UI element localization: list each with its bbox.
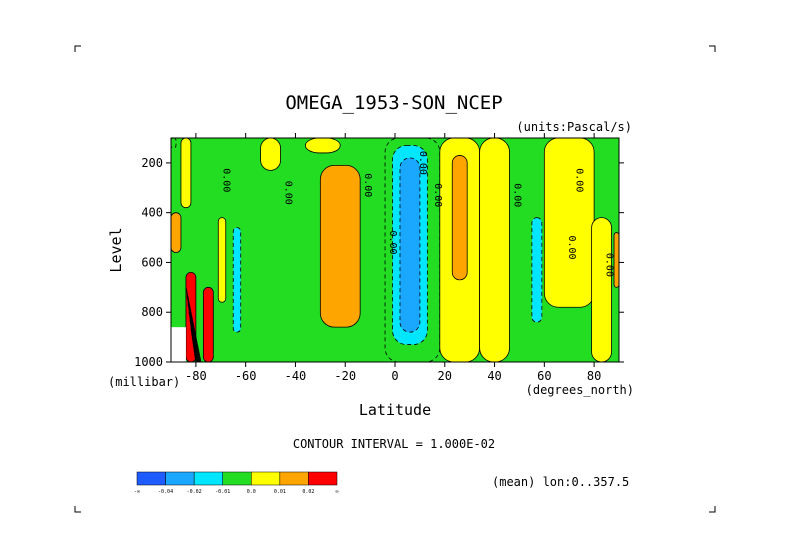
plot-area: 0.00 0.00 0.00 0.00 0.00 0.00 0.00 0.00 0.00 0.00	[171, 138, 619, 362]
colorbar-label: 0.0	[247, 489, 256, 495]
contour-band-negative	[171, 138, 177, 149]
contour-band-positive	[591, 217, 612, 362]
y-tick-label: 1000	[134, 355, 163, 369]
y-units-label: (millibar)	[108, 375, 180, 389]
y-tick-label: 800	[141, 305, 163, 319]
mean-longitude-note: (mean) lon:0..357.5	[492, 475, 629, 489]
contour-band-positive	[171, 212, 182, 253]
contour-line	[185, 287, 202, 362]
contour-value-label: 0.00	[432, 183, 443, 207]
contour-band-negative	[531, 217, 543, 323]
contour-value-label: 0.00	[282, 181, 293, 205]
contour-interval-note: CONTOUR INTERVAL = 1.000E-02	[293, 437, 495, 451]
contour-line	[190, 327, 197, 362]
chart-title: OMEGA_1953-SON_NCEP	[285, 92, 502, 114]
contour-value-label: 0.00	[417, 151, 428, 175]
contour-band-positive	[543, 138, 595, 308]
contour-band-negative	[232, 227, 242, 333]
topography-mask	[171, 327, 186, 362]
contour-labels: 0.00 0.00 0.00 0.00 0.00 0.00 0.00 0.00 0.00 0.00	[220, 151, 614, 277]
x-tick-label: 60	[537, 369, 551, 383]
units-label: (units:Pascal/s)	[516, 120, 632, 134]
contour-value-label: 0.00	[574, 168, 585, 192]
contour-value-label: 0.00	[220, 168, 231, 192]
contour-band-positive	[305, 138, 341, 154]
colorbar-swatch	[193, 471, 223, 486]
colorbar: -∞ -0.04 -0.02 -0.01 0.0 0.01 0.02 ∞	[134, 471, 339, 495]
contour-line	[189, 319, 198, 362]
colorbar-label: ∞	[335, 489, 338, 495]
x-tick-label: 80	[587, 369, 601, 383]
contour-band-positive	[451, 155, 468, 281]
contour-band-positive	[479, 138, 510, 362]
y-axis-ticks: 200 400 600 800 1000	[134, 156, 624, 369]
colorbar-swatch	[165, 471, 195, 486]
colorbar-swatch	[222, 471, 252, 486]
contour-band-positive	[202, 286, 214, 362]
contour-value-label: 0.00	[362, 173, 373, 197]
x-tick-label: -40	[285, 369, 307, 383]
colorbar-swatch	[251, 471, 281, 486]
x-tick-label: 20	[438, 369, 452, 383]
colorbar-swatch	[308, 471, 338, 486]
contour-value-label: 0.00	[387, 230, 398, 254]
contour-band-positive	[180, 138, 192, 209]
contour-line	[186, 295, 201, 362]
contour-band-positive	[217, 217, 227, 303]
contour-band-negative	[399, 157, 421, 333]
x-tick-label: -80	[185, 369, 207, 383]
x-tick-label: 40	[487, 369, 501, 383]
contour-value-label: 0.00	[604, 253, 615, 277]
x-tick-label: 0	[391, 369, 398, 383]
x-units-label: (degrees_north)	[526, 383, 634, 397]
colorbar-label: -∞	[134, 489, 140, 495]
crop-marks	[74, 45, 716, 513]
contour-line	[187, 303, 200, 362]
colorbar-label: -0.04	[158, 489, 173, 495]
colorbar-label: -0.01	[215, 489, 230, 495]
contour-value-label: 0.00	[566, 235, 577, 259]
y-axis-label: Level	[107, 227, 125, 272]
y-tick-label: 600	[141, 255, 163, 269]
contour-bands	[171, 138, 619, 362]
contour-band-positive	[319, 164, 361, 328]
x-tick-label: -20	[334, 369, 356, 383]
x-axis-label: Latitude	[359, 401, 431, 419]
colorbar-swatch	[279, 471, 309, 486]
contour-band-positive	[260, 138, 281, 171]
colorbar-swatch	[136, 471, 166, 486]
x-axis-ticks: -80 -60 -40 -20 0 20 40 60 80	[185, 133, 601, 383]
contour-value-label: 0.00	[511, 183, 522, 207]
colorbar-label: -0.02	[187, 489, 202, 495]
x-tick-label: -60	[235, 369, 257, 383]
colorbar-label: 0.02	[302, 489, 314, 495]
y-tick-label: 200	[141, 156, 163, 170]
colorbar-label: 0.01	[274, 489, 286, 495]
y-tick-label: 400	[141, 206, 163, 220]
